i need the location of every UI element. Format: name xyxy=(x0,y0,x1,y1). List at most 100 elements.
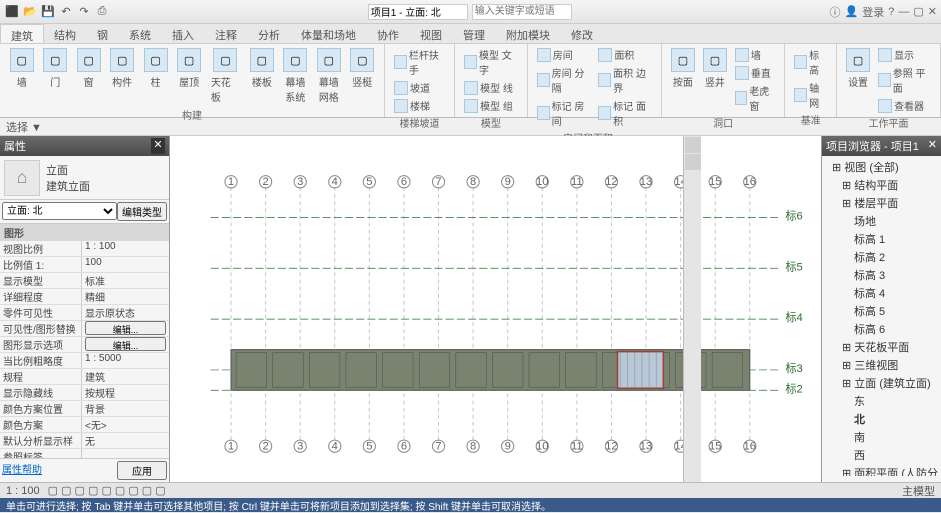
tree-node[interactable]: 标高 2 xyxy=(824,248,939,266)
edit-type-button[interactable]: 编辑类型 xyxy=(117,202,167,221)
ribbon-btn-按面[interactable]: ▢按面 xyxy=(668,46,698,91)
ribbon-item-栏杆扶手[interactable]: 栏杆扶手 xyxy=(391,46,448,78)
props-row[interactable]: 比例值 1:100 xyxy=(0,257,169,273)
help-icon[interactable]: ? xyxy=(888,6,894,18)
tab-协作[interactable]: 协作 xyxy=(367,24,410,43)
drawing-canvas[interactable]: 1122334455667788991010111112121313141415… xyxy=(170,136,821,482)
tree-node[interactable]: 标高 6 xyxy=(824,320,939,338)
tab-钢[interactable]: 钢 xyxy=(87,24,119,43)
ribbon-item-垂直[interactable]: 垂直 xyxy=(732,64,779,81)
redo-icon[interactable]: ↷ xyxy=(76,4,92,20)
tab-附加模块[interactable]: 附加模块 xyxy=(496,24,561,43)
tab-视图[interactable]: 视图 xyxy=(410,24,453,43)
ribbon-btn-门[interactable]: ▢门 xyxy=(39,46,70,91)
scale-display[interactable]: 1 : 100 xyxy=(6,485,40,497)
close-icon[interactable]: ✕ xyxy=(928,5,937,18)
ribbon-item-房间 分隔[interactable]: 房间 分隔 xyxy=(534,64,594,96)
tree-node[interactable]: ⊞ 面积平面 (人防分 xyxy=(824,464,939,476)
tab-体量和场地[interactable]: 体量和场地 xyxy=(291,24,367,43)
ribbon-item-模型 组[interactable]: 模型 组 xyxy=(461,97,521,114)
ribbon-item-标记 房间[interactable]: 标记 房间 xyxy=(534,97,594,129)
ribbon-btn-幕墙 网格[interactable]: ▢幕墙网格 xyxy=(313,46,344,106)
props-row[interactable]: 颜色方案位置背景 xyxy=(0,401,169,417)
ribbon-item-面积 边界[interactable]: 面积 边界 xyxy=(595,64,655,96)
props-row[interactable]: 参照标签 xyxy=(0,449,169,458)
edit-button[interactable]: 编辑... xyxy=(85,337,166,351)
props-row[interactable]: 规程建筑 xyxy=(0,369,169,385)
tab-结构[interactable]: 结构 xyxy=(44,24,87,43)
tree-node[interactable]: 标高 3 xyxy=(824,266,939,284)
ribbon-btn-柱[interactable]: ▢柱 xyxy=(140,46,171,91)
ribbon-item-墙[interactable]: 墙 xyxy=(732,46,779,63)
tab-注释[interactable]: 注释 xyxy=(205,24,248,43)
edit-button[interactable]: 编辑... xyxy=(85,321,166,335)
props-row[interactable]: 零件可见性显示原状态 xyxy=(0,305,169,321)
props-row[interactable]: 当比例粗略度超...1 : 5000 xyxy=(0,353,169,369)
properties-help-link[interactable]: 属性帮助 xyxy=(2,461,117,480)
undo-icon[interactable]: ↶ xyxy=(58,4,74,20)
props-row[interactable]: 详细程度精细 xyxy=(0,289,169,305)
props-row[interactable]: 颜色方案<无> xyxy=(0,417,169,433)
ribbon-item-轴网[interactable]: 轴网 xyxy=(791,79,830,111)
tree-node[interactable]: 标高 4 xyxy=(824,284,939,302)
props-row[interactable]: 可见性/图形替换编辑... xyxy=(0,321,169,337)
user-icon[interactable]: 👤 xyxy=(845,5,859,18)
login-link[interactable]: 登录 xyxy=(862,4,884,20)
props-row[interactable]: 显示隐藏线按规程 xyxy=(0,385,169,401)
tree-node[interactable]: 东 xyxy=(824,392,939,410)
info-icon[interactable]: ⓘ xyxy=(830,4,841,20)
ribbon-btn-竖井[interactable]: ▢竖井 xyxy=(700,46,730,91)
ribbon-item-坡道[interactable]: 坡道 xyxy=(391,79,448,96)
tree-node[interactable]: 北 xyxy=(824,410,939,428)
tab-管理[interactable]: 管理 xyxy=(453,24,496,43)
tree-node[interactable]: ⊞ 立面 (建筑立面) xyxy=(824,374,939,392)
ribbon-btn-设置[interactable]: ▢设置 xyxy=(843,46,873,91)
apply-button[interactable]: 应用 xyxy=(117,461,167,480)
ribbon-btn-竖梃[interactable]: ▢竖梃 xyxy=(347,46,378,91)
tab-分析[interactable]: 分析 xyxy=(248,24,291,43)
tree-node[interactable]: 标高 1 xyxy=(824,230,939,248)
tab-插入[interactable]: 插入 xyxy=(162,24,205,43)
select-label[interactable]: 选择 ▼ xyxy=(6,119,42,135)
tree-node[interactable]: 标高 5 xyxy=(824,302,939,320)
tab-系统[interactable]: 系统 xyxy=(119,24,162,43)
tab-建筑[interactable]: 建筑 xyxy=(0,24,44,43)
tree-node[interactable]: ⊞ 楼层平面 xyxy=(824,194,939,212)
ribbon-btn-窗[interactable]: ▢窗 xyxy=(73,46,104,91)
ribbon-item-房间[interactable]: 房间 xyxy=(534,46,594,63)
props-row[interactable]: 视图比例1 : 100 xyxy=(0,241,169,257)
open-icon[interactable]: 📂 xyxy=(22,4,38,20)
tab-修改[interactable]: 修改 xyxy=(561,24,604,43)
properties-type[interactable]: ⌂ 立面 建筑立面 xyxy=(0,156,169,200)
ribbon-btn-屋顶[interactable]: ▢屋顶 xyxy=(173,46,204,91)
instance-selector[interactable]: 立面: 北 xyxy=(2,202,117,220)
model-mode[interactable]: 主模型 xyxy=(902,483,935,499)
minimize-icon[interactable]: — xyxy=(898,6,909,18)
ribbon-btn-构件[interactable]: ▢构件 xyxy=(106,46,137,91)
ribbon-btn-墙[interactable]: ▢墙 xyxy=(6,46,37,91)
ribbon-btn-幕墙 系统[interactable]: ▢幕墙系统 xyxy=(280,46,311,106)
tree-node[interactable]: ⊞ 三维视图 xyxy=(824,356,939,374)
ribbon-item-查看器[interactable]: 查看器 xyxy=(875,97,934,114)
doc-title-input[interactable] xyxy=(368,4,468,20)
print-icon[interactable]: ⎙ xyxy=(94,4,110,20)
ribbon-item-老虎窗[interactable]: 老虎窗 xyxy=(732,82,779,114)
ribbon-item-参照 平面[interactable]: 参照 平面 xyxy=(875,64,934,96)
ribbon-item-标高[interactable]: 标高 xyxy=(791,46,830,78)
ribbon-item-显示[interactable]: 显示 xyxy=(875,46,934,63)
props-row[interactable]: 显示模型标准 xyxy=(0,273,169,289)
save-icon[interactable]: 💾 xyxy=(40,4,56,20)
ribbon-btn-楼板[interactable]: ▢楼板 xyxy=(246,46,277,91)
home-icon[interactable] xyxy=(685,154,701,170)
tree-node[interactable]: ⊞ 天花板平面 xyxy=(824,338,939,356)
ribbon-item-标记 面积[interactable]: 标记 面积 xyxy=(595,97,655,129)
status-icons[interactable]: ▢ ▢ ▢ ▢ ▢ ▢ ▢ ▢ ▢ xyxy=(48,484,166,497)
tree-node[interactable]: ⊞ 视图 (全部) xyxy=(824,158,939,176)
maximize-icon[interactable]: ▢ xyxy=(913,5,923,18)
properties-close-icon[interactable]: ✕ xyxy=(151,138,165,154)
search-input[interactable] xyxy=(472,4,572,20)
ribbon-item-面积[interactable]: 面积 xyxy=(595,46,655,63)
ribbon-item-模型 线[interactable]: 模型 线 xyxy=(461,79,521,96)
tree-node[interactable]: 西 xyxy=(824,446,939,464)
props-category[interactable]: 图形 xyxy=(0,224,169,241)
